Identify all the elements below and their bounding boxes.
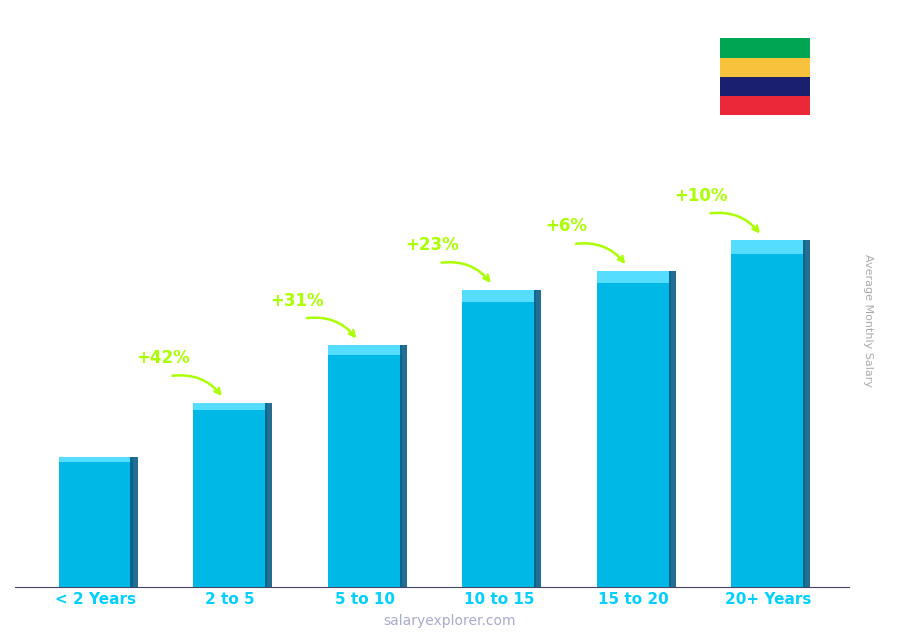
Bar	[732, 240, 806, 254]
Text: 23,400 MUR: 23,400 MUR	[60, 437, 131, 451]
Bar	[803, 240, 811, 587]
Text: +10%: +10%	[674, 187, 728, 205]
Text: 62,500 MUR: 62,500 MUR	[733, 221, 804, 233]
Bar	[194, 403, 267, 410]
Bar	[58, 457, 132, 462]
Bar	[463, 290, 536, 301]
Bar	[732, 240, 806, 587]
Text: 43,600 MUR: 43,600 MUR	[329, 326, 400, 338]
Bar	[720, 96, 810, 115]
Bar	[265, 403, 273, 587]
Text: Salary Comparison By Experience: Salary Comparison By Experience	[36, 45, 612, 74]
Text: +42%: +42%	[136, 349, 190, 367]
Bar	[669, 271, 676, 587]
Bar	[58, 457, 132, 587]
Text: +31%: +31%	[271, 292, 324, 310]
Bar	[463, 290, 536, 587]
Bar	[328, 345, 401, 354]
Bar	[534, 290, 542, 587]
Bar	[130, 457, 138, 587]
Text: 33,200 MUR: 33,200 MUR	[194, 383, 266, 396]
Bar	[720, 77, 810, 96]
Bar	[597, 271, 670, 587]
Text: Average Monthly Salary: Average Monthly Salary	[863, 254, 873, 387]
Text: 57,000 MUR: 57,000 MUR	[598, 251, 670, 264]
Text: salaryexplorer.com: salaryexplorer.com	[383, 614, 517, 628]
Bar	[400, 345, 407, 587]
Bar	[720, 38, 810, 58]
Text: 53,600 MUR: 53,600 MUR	[464, 270, 535, 283]
Bar	[194, 403, 267, 587]
Bar	[328, 345, 401, 587]
Bar	[720, 58, 810, 77]
Text: Secondary Mathematics Teacher: Secondary Mathematics Teacher	[36, 96, 353, 115]
Bar	[597, 271, 670, 283]
Text: +23%: +23%	[405, 237, 459, 254]
Text: +6%: +6%	[545, 217, 588, 235]
